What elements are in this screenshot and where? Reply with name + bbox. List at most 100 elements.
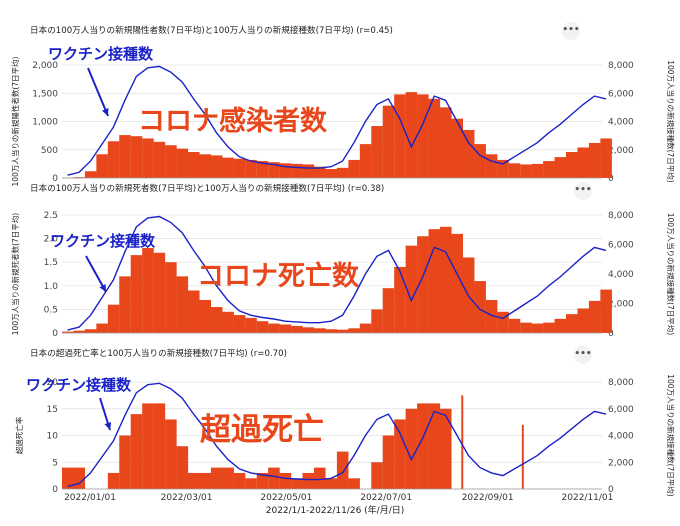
bar bbox=[85, 329, 97, 333]
overlay-label: コロナ死亡数 bbox=[197, 261, 360, 292]
bar bbox=[532, 324, 544, 333]
y-tick-right: 8,000 bbox=[608, 61, 634, 71]
bar bbox=[245, 318, 257, 333]
bar bbox=[108, 305, 120, 333]
bar bbox=[325, 329, 337, 333]
panel2-options-button[interactable]: ••• bbox=[574, 182, 592, 200]
bar bbox=[325, 478, 337, 489]
y-tick-left: 1,000 bbox=[32, 118, 58, 128]
panel3-options-button[interactable]: ••• bbox=[574, 346, 592, 364]
bar bbox=[245, 478, 257, 489]
bar bbox=[337, 452, 349, 489]
bar bbox=[268, 468, 280, 489]
y-axis-title-left: 100万人当りの新規陽性者数(7日平均) bbox=[10, 56, 20, 186]
bar bbox=[383, 436, 395, 490]
y-tick-left: 0.5 bbox=[44, 305, 58, 315]
bar bbox=[566, 152, 578, 178]
y-tick-left: 5 bbox=[52, 458, 58, 468]
bar bbox=[268, 324, 280, 333]
bar bbox=[337, 168, 349, 178]
bar bbox=[222, 468, 234, 489]
x-tick-label: 2022/05/01 bbox=[260, 493, 312, 503]
y-tick-right: 2,000 bbox=[608, 458, 634, 468]
y-tick-left: 500 bbox=[41, 146, 58, 156]
bar bbox=[280, 325, 292, 333]
bar bbox=[154, 403, 166, 489]
chart-title: 日本の超過死亡率と100万人当りの新規接種数(7日平均) (r=0.70) bbox=[30, 347, 287, 359]
bar bbox=[142, 248, 154, 333]
bar bbox=[303, 473, 315, 489]
bar bbox=[303, 164, 315, 178]
x-tick-label: 2022/11/01 bbox=[562, 493, 614, 503]
bar bbox=[291, 164, 303, 178]
y-tick-right: 4,000 bbox=[608, 118, 634, 128]
y-tick-left: 15 bbox=[47, 405, 58, 415]
bar bbox=[314, 468, 326, 489]
bar bbox=[199, 473, 211, 489]
x-tick-label: 2022/01/01 bbox=[64, 493, 116, 503]
bar bbox=[566, 314, 578, 333]
bar bbox=[555, 157, 567, 178]
panel1-options-button[interactable]: ••• bbox=[562, 22, 580, 40]
bar bbox=[211, 468, 223, 489]
x-tick-label: 2022/09/01 bbox=[462, 493, 514, 503]
overlay-label: コロナ感染者数 bbox=[138, 105, 328, 137]
bar bbox=[131, 255, 143, 333]
bar bbox=[577, 147, 589, 178]
bar bbox=[394, 267, 406, 333]
x-tick-label: 2022/03/01 bbox=[161, 493, 213, 503]
y-axis-title-right: 100万人当りの新規接種数(7日平均) bbox=[666, 60, 676, 183]
bar bbox=[177, 149, 189, 178]
vaccine-label: ワクチン接種数 bbox=[48, 45, 154, 63]
bar bbox=[577, 308, 589, 333]
bar bbox=[188, 291, 200, 333]
bar bbox=[188, 152, 200, 178]
y-tick-right: 4,000 bbox=[608, 432, 634, 442]
y-axis-title-left: 100万人当りの新規死者数(7日平均) bbox=[10, 213, 20, 336]
y-tick-left: 1,500 bbox=[32, 89, 58, 99]
bar bbox=[108, 141, 120, 178]
bar bbox=[142, 403, 154, 489]
bar bbox=[371, 462, 383, 489]
bar bbox=[383, 288, 395, 333]
bar bbox=[600, 290, 612, 333]
bar bbox=[96, 154, 108, 178]
x-tick-label: 2022/07/01 bbox=[360, 493, 412, 503]
chart-title: 日本の100万人当りの新規陽性者数(7日平均)と100万人当りの新規接種数(7日… bbox=[30, 24, 393, 36]
bar bbox=[73, 468, 85, 489]
bar bbox=[600, 138, 612, 178]
bar bbox=[555, 319, 567, 333]
spike-bar bbox=[522, 425, 524, 489]
bar bbox=[509, 163, 521, 178]
bar bbox=[131, 414, 143, 489]
bar bbox=[383, 106, 395, 178]
bar bbox=[394, 94, 406, 178]
bar bbox=[211, 307, 223, 333]
bar bbox=[142, 138, 154, 178]
bar bbox=[211, 155, 223, 178]
bar bbox=[543, 323, 555, 333]
bar bbox=[360, 324, 372, 333]
bar bbox=[177, 446, 189, 489]
y-tick-right: 6,000 bbox=[608, 241, 634, 251]
bar bbox=[440, 227, 452, 333]
bar bbox=[245, 160, 257, 178]
bar bbox=[532, 164, 544, 178]
bar bbox=[509, 319, 521, 333]
bar bbox=[314, 328, 326, 333]
bar bbox=[440, 107, 452, 178]
bar bbox=[371, 309, 383, 333]
overlay-label: 超過死亡 bbox=[200, 412, 324, 448]
vaccine-label: ワクチン接種数 bbox=[26, 376, 132, 394]
bar bbox=[348, 160, 360, 178]
bar bbox=[108, 473, 120, 489]
y-tick-left: 10 bbox=[47, 432, 59, 442]
vaccine-arrow bbox=[88, 68, 108, 116]
bar bbox=[188, 473, 200, 489]
bar bbox=[131, 136, 143, 178]
bar bbox=[234, 473, 246, 489]
bar bbox=[520, 323, 532, 333]
y-tick-left: 0 bbox=[52, 329, 58, 339]
bar bbox=[234, 315, 246, 333]
